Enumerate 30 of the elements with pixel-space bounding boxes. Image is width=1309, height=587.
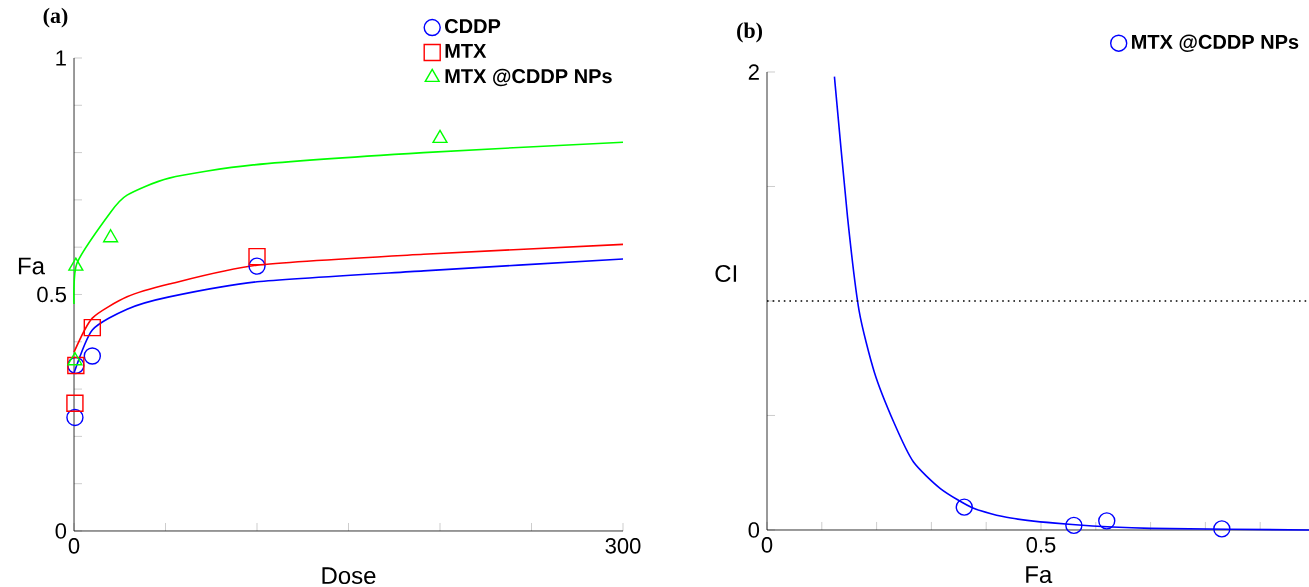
x-axis-title: Dose [322, 567, 376, 585]
point [67, 352, 83, 366]
x-tick-label: 300 [605, 538, 641, 554]
point [68, 257, 84, 271]
chart-title: (a) [43, 7, 68, 28]
x-axis-title: Fa [1026, 566, 1053, 584]
line-series [73, 258, 624, 374]
y-tick-label: 1 [56, 50, 66, 66]
y-tick-label: 2 [748, 64, 759, 80]
point [102, 229, 119, 243]
point [248, 257, 266, 275]
legend-label: MTX @CDDP NPs [1132, 34, 1299, 52]
point [83, 347, 102, 365]
legend-label: MTX @CDDP NPs [445, 68, 612, 87]
y-tick-label: 0.5 [37, 286, 67, 303]
y-axis-title: CI [715, 265, 737, 282]
point [248, 247, 266, 266]
x-tick-label: 0.5 [1026, 537, 1056, 553]
point [66, 394, 84, 412]
point [83, 318, 102, 337]
x-tick-label: 0 [761, 537, 773, 553]
point [66, 408, 84, 427]
legend-label: CDDP [445, 19, 501, 34]
line-series [73, 243, 624, 353]
legend-label: MTX [445, 44, 487, 58]
y-tick-label: 0 [55, 523, 67, 539]
point [432, 129, 448, 144]
x-tick-label: 0 [68, 538, 80, 554]
chart-title: (b) [737, 22, 763, 43]
y-axis-title: Fa [18, 257, 45, 275]
